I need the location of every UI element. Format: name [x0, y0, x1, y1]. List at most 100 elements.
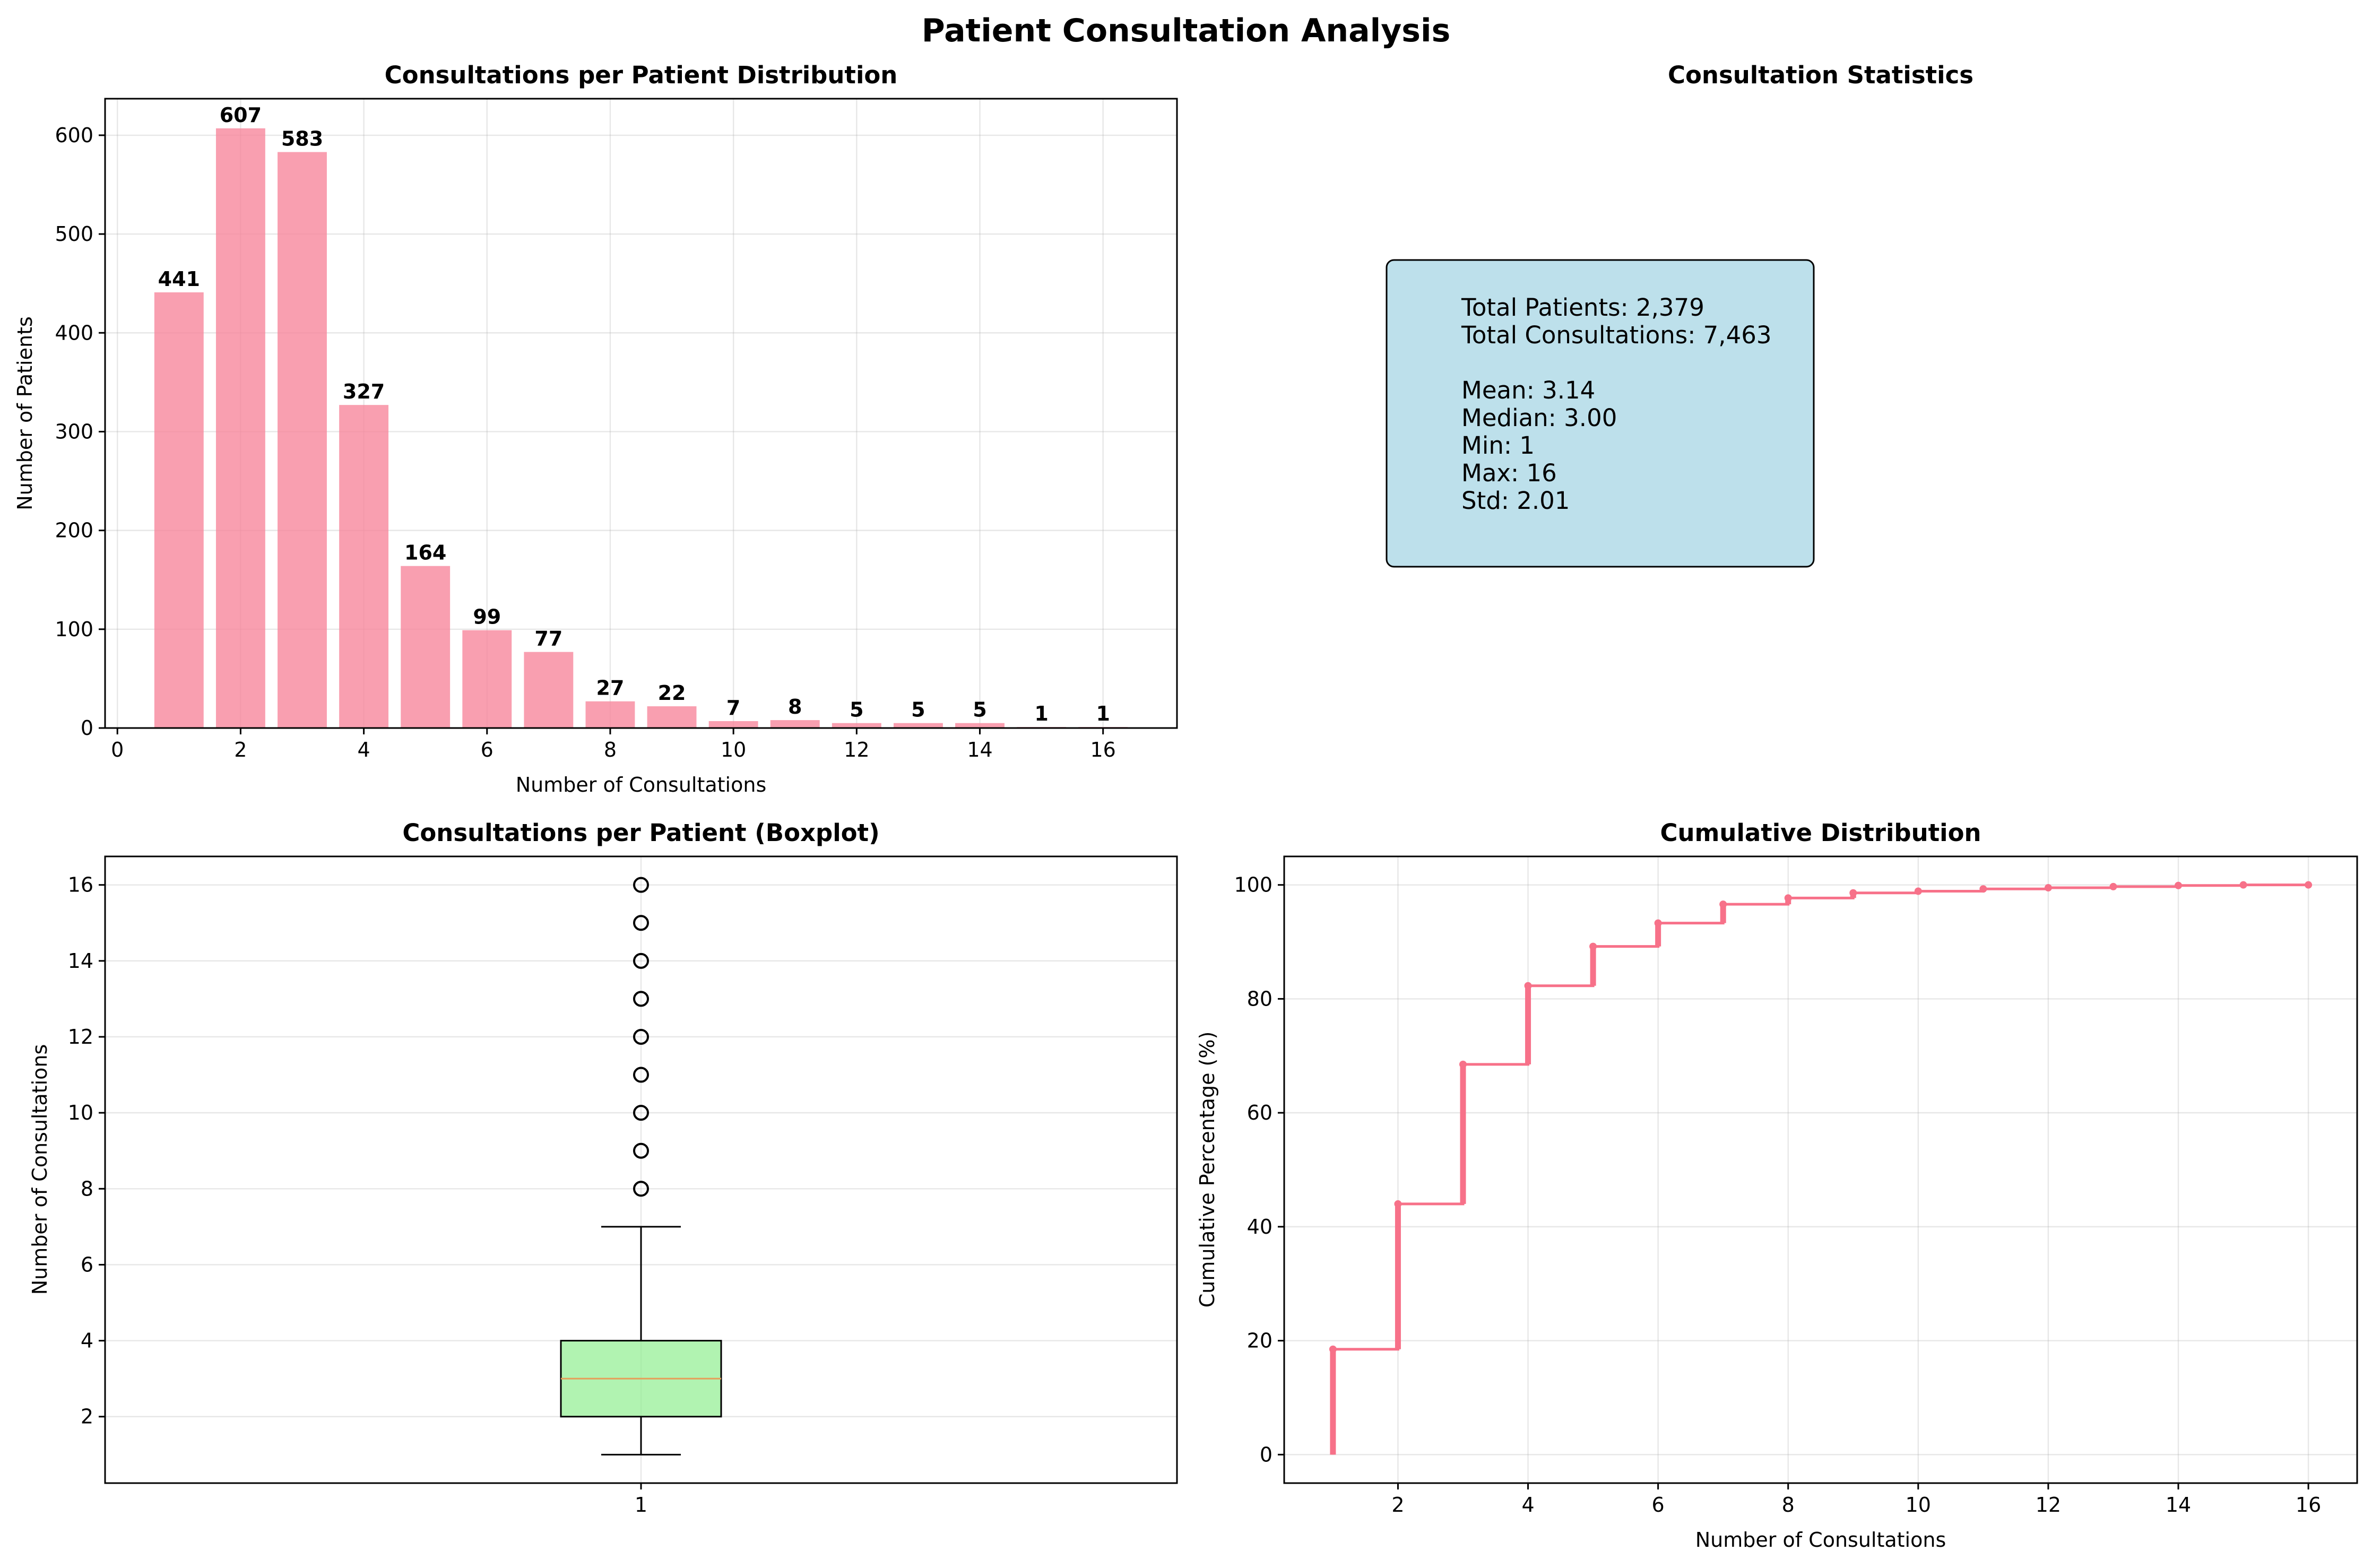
histogram-x-tick-label: 6 — [481, 738, 494, 761]
cdf-point — [1849, 889, 1857, 897]
histogram-grid — [105, 99, 1177, 729]
histogram-data-label: 164 — [404, 541, 446, 565]
histogram-bar — [339, 405, 389, 728]
cdf-x-label: Number of Consultations — [1695, 1528, 1946, 1552]
histogram-y-label: Number of Patients — [13, 316, 37, 510]
cdf-y-tick-label: 20 — [1247, 1329, 1272, 1353]
stats-line: Max: 16 — [1461, 459, 1557, 487]
cdf-y-tick-label: 40 — [1247, 1215, 1272, 1238]
boxplot-outlier — [633, 1028, 649, 1045]
cdf-point — [1589, 942, 1597, 950]
histogram-data-label: 583 — [281, 127, 323, 151]
histogram-data-label: 441 — [158, 267, 200, 291]
cdf-line-group — [1329, 881, 2313, 1455]
cdf-y-label: Cumulative Percentage (%) — [1196, 1032, 1219, 1308]
stats-line: Mean: 3.14 — [1461, 376, 1595, 404]
histogram-x-tick-label: 8 — [604, 738, 617, 761]
histogram-bar — [278, 152, 327, 728]
cdf-point — [1719, 900, 1727, 908]
boxplot-panel: Consultations per Patient (Boxplot) 2 4 6 8… — [28, 819, 1178, 1517]
histogram-title: Consultations per Patient Distribution — [385, 61, 898, 89]
cdf-x-ticks: 2 4 6 8 10 12 14 16 — [1391, 1483, 2321, 1517]
boxplot-y-tick-label: 8 — [81, 1177, 93, 1200]
boxplot-y-ticks: 2 4 6 8 10 12 14 16 — [68, 873, 105, 1428]
cdf-point — [1329, 1345, 1337, 1353]
cdf-x-tick-label: 12 — [2036, 1493, 2061, 1517]
histogram-y-ticks: 0 100 200 300 400 500 600 — [55, 124, 105, 740]
histogram-x-tick-label: 2 — [234, 738, 247, 761]
boxplot-y-tick-label: 2 — [81, 1405, 93, 1428]
boxplot-outlier — [633, 1105, 649, 1121]
histogram-y-tick-label: 400 — [55, 321, 93, 344]
boxplot-outlier — [633, 952, 649, 969]
histogram-y-tick-label: 0 — [81, 716, 93, 740]
histogram-data-labels: 441 607 583 327 164 99 77 27 22 7 8 5 5 5 1 1 — [158, 103, 1110, 725]
cdf-point — [1459, 1060, 1467, 1068]
histogram-x-tick-label: 4 — [357, 738, 370, 761]
boxplot-outlier — [633, 915, 649, 931]
boxplot-y-label: Number of Consultations — [28, 1044, 51, 1295]
cdf-point — [2175, 881, 2182, 889]
cdf-point — [1979, 885, 1987, 893]
cdf-point — [1784, 894, 1792, 902]
boxplot-y-tick-label: 4 — [81, 1329, 93, 1353]
stats-panel: Consultation Statistics Total Patients: … — [1386, 61, 1973, 568]
boxplot-y-tick-label: 10 — [68, 1101, 93, 1124]
boxplot-y-tick-label: 16 — [68, 873, 93, 897]
histogram-bar — [524, 652, 574, 728]
cdf-panel: Cumulative Distribution 2 4 6 8 10 12 14 16 0 20… — [1196, 819, 2358, 1552]
histogram-data-label: 8 — [788, 695, 802, 718]
histogram-frame — [104, 98, 1178, 729]
cdf-x-tick-label: 16 — [2296, 1493, 2321, 1517]
cdf-point — [1914, 887, 1922, 895]
stats-title: Consultation Statistics — [1668, 61, 1973, 89]
histogram-bar — [462, 630, 512, 728]
histogram-data-label: 607 — [220, 103, 262, 127]
histogram-data-label: 5 — [973, 698, 986, 722]
stats-box — [1386, 259, 1815, 568]
histogram-data-label: 27 — [596, 677, 625, 700]
boxplot-outlier — [633, 1067, 649, 1083]
cdf-point — [2109, 882, 2117, 890]
histogram-data-label: 22 — [658, 681, 686, 705]
figure-title: Patient Consultation Analysis — [922, 12, 1451, 49]
boxplot-outlier — [633, 877, 649, 893]
stats-line: Std: 2.01 — [1461, 487, 1570, 515]
cdf-point — [2044, 884, 2052, 892]
histogram-y-tick-label: 100 — [55, 618, 93, 641]
histogram-bar — [154, 292, 204, 728]
boxplot-outlier — [633, 1181, 649, 1197]
boxplot-elements — [560, 877, 722, 1456]
cdf-x-tick-label: 6 — [1652, 1493, 1665, 1517]
histogram-data-label: 5 — [911, 698, 925, 722]
histogram-bar — [893, 723, 943, 728]
histogram-bar — [585, 701, 635, 728]
histogram-y-tick-label: 300 — [55, 420, 93, 443]
cdf-point — [1394, 1200, 1402, 1208]
stats-line: Total Patients: 2,379 — [1461, 293, 1704, 322]
histogram-y-tick-label: 600 — [55, 124, 93, 147]
histogram-y-tick-label: 500 — [55, 222, 93, 246]
histogram-x-label: Number of Consultations — [516, 773, 767, 796]
histogram-bar — [955, 723, 1005, 728]
histogram-data-label: 99 — [473, 605, 501, 629]
boxplot-x-ticks: 1 — [635, 1483, 647, 1517]
histogram-data-label: 1 — [1034, 702, 1048, 725]
stats-line: Total Consultations: 7,463 — [1461, 321, 1772, 349]
histogram-data-label: 7 — [726, 696, 740, 720]
histogram-bar — [770, 720, 820, 728]
boxplot-outlier — [633, 991, 649, 1007]
histogram-x-tick-label: 10 — [721, 738, 746, 761]
histogram-bar — [401, 566, 451, 728]
histogram-data-label: 1 — [1096, 702, 1110, 725]
histogram-bar — [647, 706, 697, 728]
histogram-x-ticks: 0 2 4 6 8 10 12 14 16 — [111, 728, 1116, 761]
cdf-x-tick-label: 8 — [1782, 1493, 1795, 1517]
cdf-y-tick-label: 100 — [1234, 873, 1272, 897]
histogram-data-label: 327 — [343, 380, 385, 403]
cdf-x-tick-label: 2 — [1391, 1493, 1404, 1517]
cdf-y-tick-label: 60 — [1247, 1101, 1272, 1124]
boxplot-outlier — [633, 1142, 649, 1159]
